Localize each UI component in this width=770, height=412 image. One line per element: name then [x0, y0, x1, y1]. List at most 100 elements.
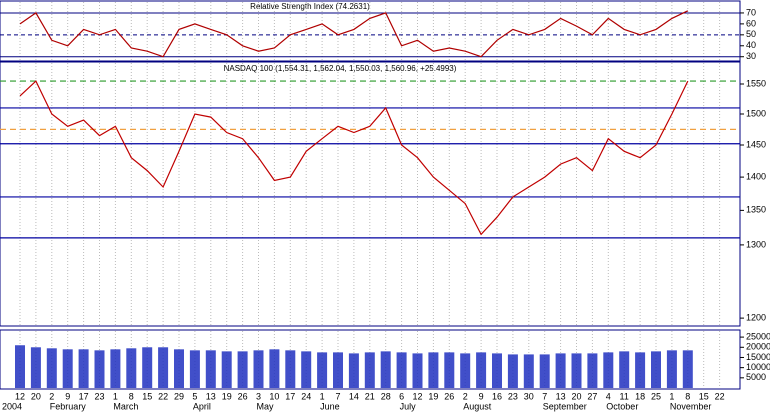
volume-bar: [507, 354, 518, 388]
y-tick-label: 10000: [746, 362, 770, 372]
month-label: 2004: [2, 401, 22, 411]
y-tick-label: 1500: [746, 108, 766, 118]
volume-bar: [142, 347, 153, 388]
x-tick-label: 23: [508, 391, 518, 401]
y-tick-label: 1550: [746, 78, 766, 88]
y-tick-label: 40: [746, 40, 756, 50]
x-tick-label: 17: [285, 391, 295, 401]
volume-bar: [444, 352, 455, 388]
x-tick-label: 15: [142, 391, 152, 401]
x-tick-label: 14: [349, 391, 359, 401]
volume-bar: [476, 352, 487, 388]
volume-bar: [412, 353, 423, 388]
x-tick-label: 2: [463, 391, 468, 401]
x-tick-label: 19: [428, 391, 438, 401]
x-tick-label: 15: [699, 391, 709, 401]
x-tick-label: 1: [320, 391, 325, 401]
volume-bar: [364, 352, 375, 388]
x-tick-label: 26: [444, 391, 454, 401]
x-tick-label: 17: [79, 391, 89, 401]
volume-bar: [301, 351, 312, 388]
y-tick-label: 1200: [746, 312, 766, 322]
volume-bar: [380, 351, 391, 388]
x-tick-label: 12: [15, 391, 25, 401]
x-tick-label: 11: [620, 391, 629, 401]
y-tick-label: 30: [746, 51, 756, 61]
x-tick-label: 3: [256, 391, 261, 401]
y-tick-label: 1350: [746, 205, 766, 215]
x-tick-label: 24: [301, 391, 311, 401]
y-tick-label: 1300: [746, 239, 766, 249]
volume-bar: [348, 353, 359, 388]
y-tick-label: 5000: [746, 372, 766, 382]
x-tick-label: 7: [542, 391, 547, 401]
volume-bar: [269, 349, 280, 388]
month-label: November: [670, 401, 712, 411]
x-tick-label: 9: [479, 391, 484, 401]
volume-bar: [587, 353, 598, 388]
x-tick-label: 13: [556, 391, 566, 401]
x-tick-label: 27: [587, 391, 597, 401]
x-tick-label: 23: [94, 391, 104, 401]
x-tick-label: 1: [113, 391, 118, 401]
volume-bar: [317, 352, 328, 388]
x-tick-label: 20: [571, 391, 581, 401]
volume-bar: [126, 348, 137, 388]
volume-bar: [189, 350, 200, 388]
volume-bar: [253, 350, 264, 388]
month-label: April: [193, 401, 211, 411]
x-tick-label: 25: [651, 391, 661, 401]
x-tick-label: 2: [49, 391, 54, 401]
volume-bar: [78, 349, 89, 388]
y-tick-label: 1450: [746, 139, 766, 149]
x-tick-label: 28: [381, 391, 391, 401]
x-tick-label: 6: [399, 391, 404, 401]
x-tick-label: 13: [206, 391, 216, 401]
x-tick-label: 8: [685, 391, 690, 401]
month-label: September: [543, 401, 587, 411]
volume-bar: [174, 349, 184, 388]
x-tick-label: 16: [492, 391, 502, 401]
x-tick-label: 9: [65, 391, 70, 401]
volume-bar: [619, 351, 630, 388]
volume-bar: [523, 354, 534, 388]
volume-bar: [666, 350, 677, 388]
volume-bar: [682, 350, 693, 388]
volume-bar: [492, 353, 502, 388]
x-tick-label: 19: [222, 391, 232, 401]
x-tick-label: 18: [635, 391, 645, 401]
x-tick-label: 10: [269, 391, 279, 401]
volume-bar: [539, 354, 550, 388]
volume-bar: [571, 353, 582, 388]
y-tick-label: 1400: [746, 171, 766, 181]
volume-bar: [15, 345, 25, 388]
month-label: May: [257, 401, 275, 411]
series-line: [19, 80, 689, 236]
volume-bar: [94, 350, 105, 388]
volume-bar: [205, 350, 216, 388]
rsi-title: Relative Strength Index (74.2631): [250, 2, 370, 11]
volume-bar: [460, 353, 471, 388]
x-tick-label: 5: [192, 391, 197, 401]
volume-bar: [30, 347, 41, 388]
volume-bar: [158, 347, 169, 388]
price-title: NASDAQ 100 (1,554.31, 1,562.04, 1,550.03…: [224, 64, 457, 73]
y-tick-label: 50: [746, 29, 756, 39]
x-tick-label: 21: [365, 391, 375, 401]
series-line: [19, 10, 689, 58]
y-tick-label: 20000: [746, 342, 770, 352]
month-label: March: [113, 401, 138, 411]
volume-bar: [46, 348, 57, 388]
volume-bar: [333, 352, 343, 388]
x-tick-label: 7: [335, 391, 340, 401]
volume-bar: [428, 352, 439, 388]
month-label: August: [463, 401, 492, 411]
volume-bar: [237, 351, 248, 388]
month-label: June: [320, 401, 340, 411]
y-tick-label: 15000: [746, 352, 770, 362]
volume-bar: [110, 349, 121, 388]
y-tick-label: 25000: [746, 331, 770, 341]
x-tick-label: 26: [238, 391, 248, 401]
